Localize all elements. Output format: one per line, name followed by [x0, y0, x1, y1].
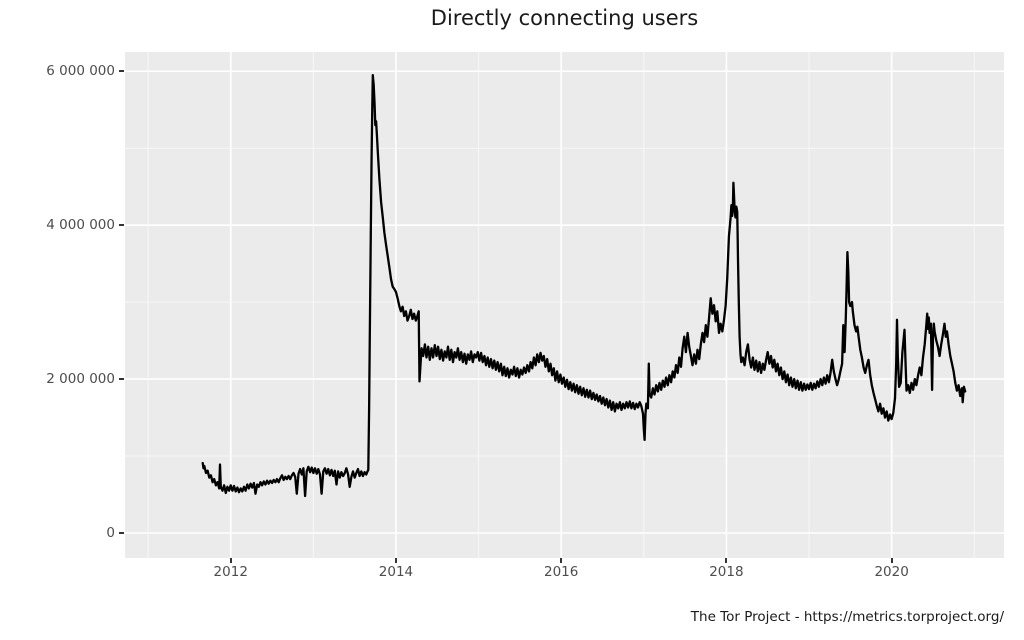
- y-tick-label: 4 000 000: [46, 217, 115, 234]
- y-tick-mark: [119, 70, 124, 73]
- y-tick-mark: [119, 378, 124, 381]
- x-tick-mark: [394, 558, 397, 563]
- chart-title: Directly connecting users: [430, 6, 699, 30]
- y-tick-mark: [119, 224, 124, 227]
- x-tick-label: 2012: [213, 564, 248, 580]
- x-tick-mark: [229, 558, 232, 563]
- y-tick-label: 2 000 000: [46, 371, 115, 388]
- y-tick-label: 0: [106, 524, 115, 541]
- x-tick-mark: [560, 558, 563, 563]
- x-tick-label: 2018: [709, 564, 744, 580]
- x-tick-label: 2014: [378, 564, 414, 580]
- y-tick-label: 6 000 000: [46, 63, 115, 80]
- x-tick-mark: [725, 558, 728, 563]
- source-attribution: The Tor Project - https://metrics.torpro…: [690, 609, 1004, 625]
- x-tick-label: 2016: [544, 564, 579, 580]
- line-chart-canvas: [125, 52, 1004, 558]
- x-tick-label: 2020: [874, 564, 909, 580]
- y-tick-mark: [119, 531, 124, 534]
- x-tick-mark: [890, 558, 893, 563]
- plot-panel: [125, 52, 1004, 558]
- directly-connecting-users-line: [201, 73, 967, 498]
